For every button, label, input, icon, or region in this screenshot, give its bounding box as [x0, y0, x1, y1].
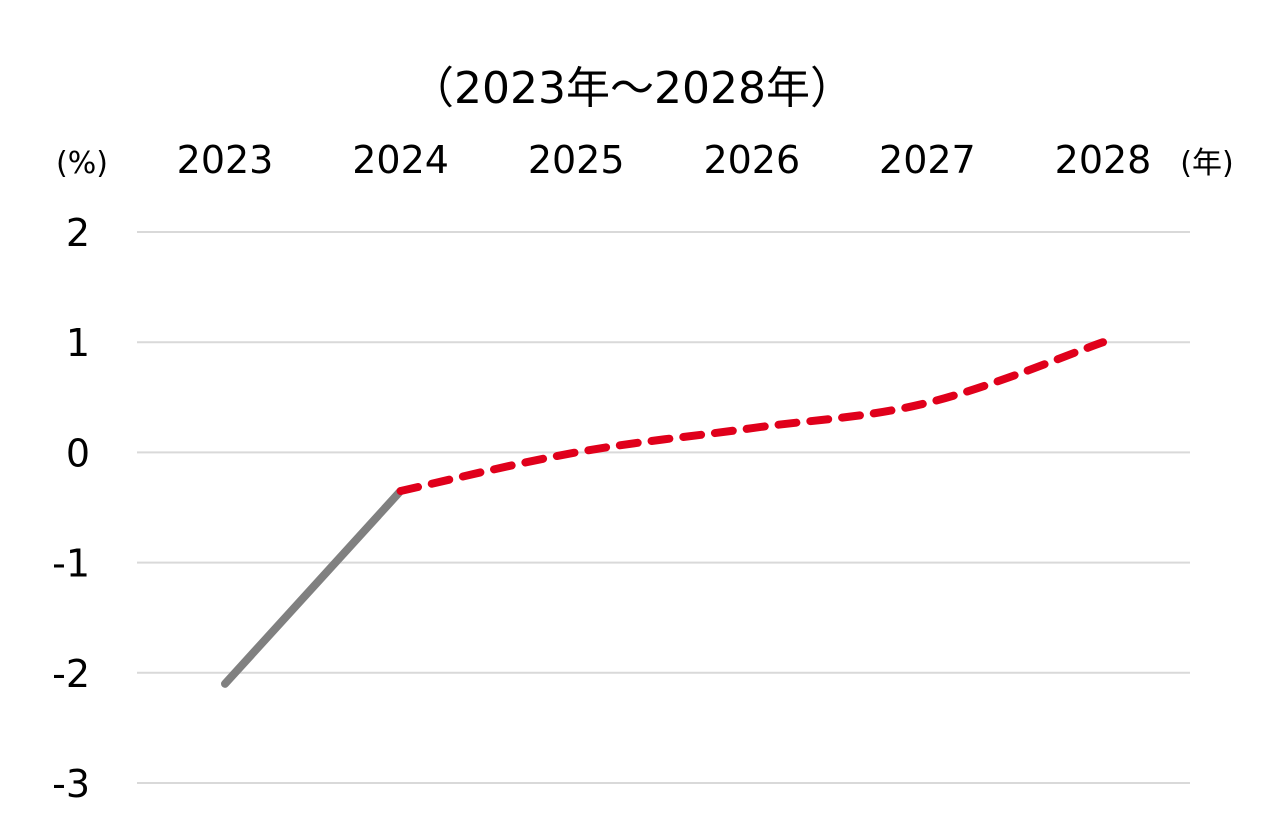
x-tick-label: 2025 — [528, 138, 625, 182]
y-tick-label: -3 — [52, 762, 90, 806]
x-tick-label: 2026 — [703, 138, 800, 182]
y-axis-ticks: 2 1 0 -1 -2 -3 — [52, 211, 90, 806]
y-tick-label: 2 — [66, 211, 90, 255]
grid-lines — [137, 231, 1190, 784]
y-tick-label: -1 — [52, 542, 90, 586]
y-axis-unit-label: (%) — [56, 146, 108, 181]
x-tick-label: 2028 — [1055, 138, 1152, 182]
x-axis-unit-label: (年) — [1180, 146, 1233, 181]
y-tick-label: -2 — [52, 652, 90, 696]
y-tick-label: 0 — [66, 431, 90, 475]
series-line-forecast — [396, 338, 1107, 495]
x-axis-ticks: 2023 2024 2025 2026 2027 2028 — [177, 138, 1152, 182]
x-tick-label: 2023 — [177, 138, 274, 182]
series-line-actual — [221, 486, 405, 688]
x-tick-label: 2024 — [352, 138, 449, 182]
x-tick-label: 2027 — [879, 138, 976, 182]
series-lines — [221, 338, 1107, 688]
chart-title: （2023年～2028年） — [410, 63, 854, 114]
y-tick-label: 1 — [66, 321, 90, 365]
